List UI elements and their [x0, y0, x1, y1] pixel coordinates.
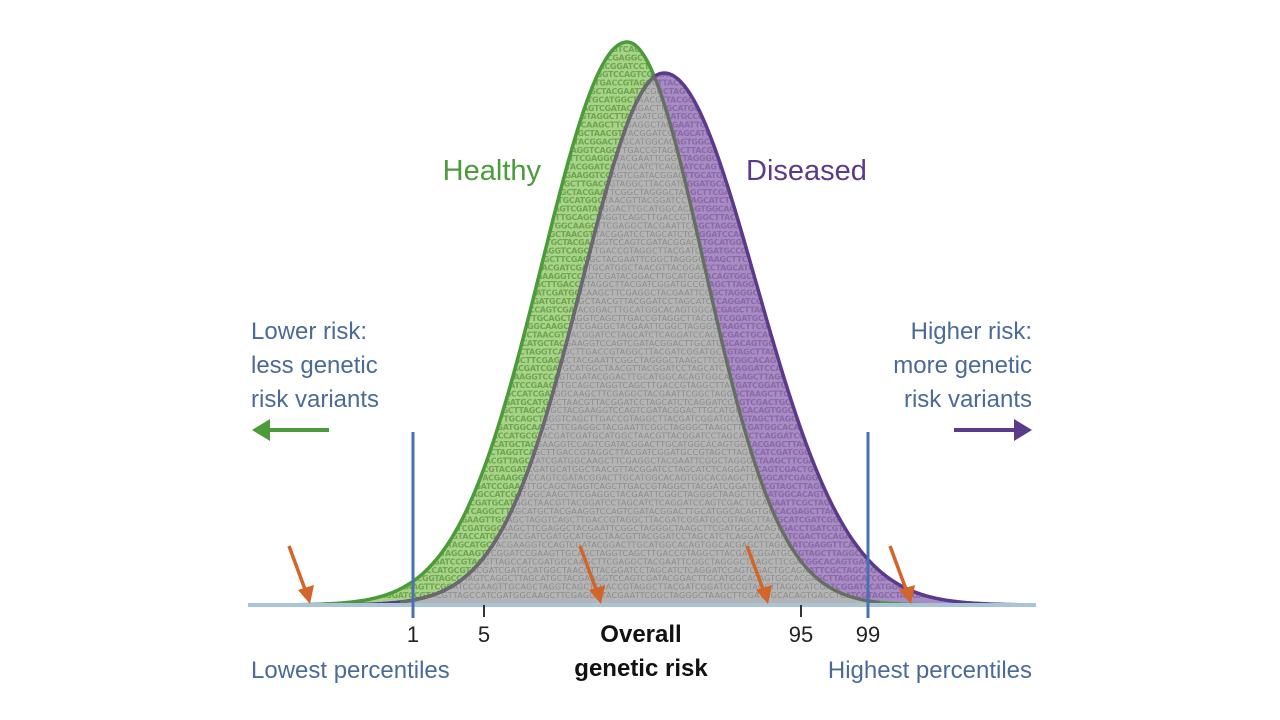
- dna-row: GATGGCACAGTGACCTGATCGTAGCCTAGGATCCGTACGT…: [241, 490, 1031, 499]
- dna-row: ACTGCAGAATTCGCTAGCGGCCGCTTAAGGTACCATGCGT…: [244, 62, 1035, 71]
- dna-row: AGGCATCGATCGGATCCATGGCTAGCAAGTTCGGATCCGA…: [247, 515, 1037, 524]
- overlap-outline: [399, 74, 881, 604]
- dna-row: TAAGCTTCGATGGCACAGTGACCTGATCGTAGCCTAGGAT…: [237, 457, 1028, 466]
- dna-row: GATGGCACAGTGACCTGATCGTAGCCTAGGATCCGTACGT…: [241, 322, 1031, 331]
- dna-row: CTTCGATGGCACAGTGACCTGATCGTAGCCTAGGATCCGT…: [247, 557, 1037, 566]
- tick-label-95: 95: [789, 622, 813, 647]
- healthy-label: Healthy: [443, 155, 542, 187]
- arrow-left-icon: [252, 419, 329, 441]
- dna-row: CTTCGATGGCACAGTGACCTGATCGTAGCCTAGGATCCGT…: [247, 53, 1037, 62]
- lowest-percentiles-label: Lowest percentiles: [251, 657, 450, 684]
- lower-risk-line-3: risk variants: [251, 386, 379, 413]
- dna-row: AGTGACCTGATCGTAGCCTAGGATCCGTACGTTAGCCATC…: [244, 356, 1035, 365]
- variant-arrow-2: [578, 545, 605, 604]
- overlap-region: [248, 76, 1036, 605]
- higher-risk-line-3: risk variants: [904, 386, 1032, 413]
- higher-risk-line-1: Higher risk:: [911, 318, 1032, 345]
- dna-row: ACTGCAGAATTCGCTAGCGGCCGCTTAAGGTACCATGCGT…: [244, 230, 1035, 239]
- dna-row: GCTTAGGCATCGATCGGATCCATGGCTAGCAAGTTCGGAT…: [238, 415, 1028, 424]
- dna-row: GCATCGAGGTTCAACCGGTAGCCAAGTCAGGCTTAGCATG…: [247, 305, 1037, 314]
- dna-row: CGTAGCTTAGGCATCGATCGGATCCATGGCTAGCAAGTTC…: [244, 146, 1035, 155]
- dna-row: GCACAGTGACCTGATCGTAGCCTAGGATCCGTACGTTAGC…: [250, 255, 1040, 264]
- dna-row: AGGATCCAGTCGACTGCAGAATTCGCTAGCGGCCGCTTAA…: [247, 431, 1037, 440]
- dna-row: GCACGAGCTTAGGCATCGAGGTTCAACCGGTAGCCAAGTC…: [250, 339, 1040, 348]
- dna-row: ATCGATCGGATCCATGGCTAGCAAGTTCGGATCCGAAGTT…: [241, 448, 1031, 457]
- dna-row: AGGATCCAGTCGACTGCAGAATTCGCTAGCGGCCGCTTAA…: [247, 95, 1037, 104]
- dna-row: CAGAATTCGCTAGCGGCCGCTTAAGGTACCATGCGTACGA…: [238, 331, 1029, 340]
- dna-row: CGTAGCTTAGGCATCGATCGGATCCATGGCTAGCAAGTTC…: [244, 482, 1035, 491]
- dna-row: AGTGACCTGATCGTAGCCTAGGATCCGTACGTTAGCCATC…: [244, 524, 1035, 533]
- axis-title-line-1: Overall: [600, 621, 681, 648]
- dna-row: TCCAGTCGACTGCAGAATTCGCTAGCGGCCGCTTAAGGTA…: [240, 196, 1031, 205]
- arrow-right-icon: [954, 419, 1032, 441]
- dna-row: CTTCGATGGCACAGTGACCTGATCGTAGCCTAGGATCCGT…: [247, 221, 1037, 230]
- dna-row: TTAGGCATCGAGGTTCAACCGGTAGCCAAGTCAGGCTTAG…: [237, 541, 1028, 550]
- diseased-label: Diseased: [746, 155, 867, 187]
- dna-row: CTTCGATGGCACAGTGACCTGATCGTAGCCTAGGATCCGT…: [247, 389, 1037, 398]
- dna-row: ACTGCAGAATTCGCTAGCGGCCGCTTAAGGTACCATGCGT…: [244, 398, 1035, 407]
- dna-row: ATGCCGTAGCTTAGGCATCGATCGGATCCATGGCTAGCAA…: [250, 213, 1040, 222]
- dna-row: GTCGACTGCAGAATTCGCTAGCGGCCGCTTAAGGTACCAT…: [250, 129, 1041, 138]
- higher-risk-line-2: more genetic: [893, 352, 1032, 379]
- variant-arrow-1: [287, 545, 314, 604]
- axis-title-line-2: genetic risk: [574, 655, 708, 682]
- dna-row: AGTGACCTGATCGTAGCCTAGGATCCGTACGTTAGCCATC…: [244, 188, 1035, 197]
- dna-row: AGGCATCGATCGGATCCATGGCTAGCAAGTTCGGATCCGA…: [247, 179, 1037, 188]
- dna-row: GAGCTTAGGCATCGAGGTTCAACCGGTAGCCAAGTCAGGC…: [244, 104, 1034, 113]
- dna-row: AGTGGCACGAGCTTAGGCATCGAGGTTCAACCGGTAGCCA…: [241, 238, 1031, 247]
- dna-row: GAGCTTAGGCATCGAGGTTCAACCGGTAGCCAAGTCAGGC…: [244, 272, 1034, 281]
- dna-row: TTAGGCATCGAGGTTCAACCGGTAGCCAAGTCAGGCTTAG…: [237, 205, 1028, 214]
- dna-row: GCTTAGGCATCGATCGGATCCATGGCTAGCAAGTTCGGAT…: [238, 247, 1028, 256]
- dna-row: GCATCGAGGTTCAACCGGTAGCCAAGTCAGGCTTAGCATG…: [247, 473, 1037, 482]
- dna-row: GTCGACTGCAGAATTCGCTAGCGGCCGCTTAAGGTACCAT…: [250, 465, 1041, 474]
- lower-risk-line-1: Lower risk:: [251, 318, 367, 345]
- dna-row: TCCAGTCGACTGCAGAATTCGCTAGCGGCCGCTTAAGGTA…: [240, 532, 1031, 541]
- dna-row: AGTGGCACGAGCTTAGGCATCGAGGTTCAACCGGTAGCCA…: [241, 574, 1031, 583]
- tick-label-5: 5: [478, 622, 490, 647]
- dna-row: GATGGCACAGTGACCTGATCGTAGCCTAGGATCCGTACGT…: [241, 154, 1031, 163]
- dna-row: GCACAGTGACCTGATCGTAGCCTAGGATCCGTACGTTAGC…: [250, 591, 1040, 600]
- dna-row: GCACGAGCTTAGGCATCGAGGTTCAACCGGTAGCCAAGTC…: [250, 171, 1040, 180]
- dna-row: ATGCCGTAGCTTAGGCATCGATCGGATCCATGGCTAGCAA…: [250, 381, 1040, 390]
- dna-row: GAGCTTAGGCATCGAGGTTCAACCGGTAGCCAAGTCAGGC…: [244, 440, 1034, 449]
- dna-row: ACTGCAGAATTCGCTAGCGGCCGCTTAAGGTACCATGCGT…: [244, 566, 1035, 575]
- dna-row: AGGCATCGATCGGATCCATGGCTAGCAAGTTCGGATCCGA…: [247, 347, 1037, 356]
- dna-row: ATGCCGTAGCTTAGGCATCGATCGGATCCATGGCTAGCAA…: [250, 45, 1040, 54]
- dna-row: GCTTAGGCATCGATCGGATCCATGGCTAGCAAGTTCGGAT…: [238, 79, 1029, 88]
- dna-row: CGTAGCTTAGGCATCGATCGGATCCATGGCTAGCAAGTTC…: [244, 314, 1035, 323]
- dna-row: AGTGGCACGAGCTTAGGCATCGAGGTTCAACCGGTAGCCA…: [241, 70, 1031, 79]
- dna-row: GCACAGTGACCTGATCGTAGCCTAGGATCCGTACGTTAGC…: [250, 423, 1040, 432]
- dna-row: TAAGCTTCGATGGCACAGTGACCTGATCGTAGCCTAGGAT…: [237, 121, 1028, 130]
- dna-row: ATGCCGTAGCTTAGGCATCGATCGGATCCATGGCTAGCAA…: [250, 45, 1041, 54]
- dna-row: GCACGAGCTTAGGCATCGAGGTTCAACCGGTAGCCAAGTC…: [250, 507, 1040, 516]
- dna-row: ATGCCGTAGCTTAGGCATCGATCGGATCCATGGCTAGCAA…: [250, 549, 1040, 558]
- dna-row: ATCGATCGGATCCATGGCTAGCAAGTTCGGATCCGAAGTT…: [241, 112, 1031, 121]
- dna-row: GCTTAGGCATCGATCGGATCCATGGCTAGCAAGTTCGGAT…: [238, 583, 1028, 592]
- variant-arrow-3: [745, 545, 772, 604]
- dna-row: ATGCCGTAGCTTAGGCATCGATCGGATCCATGGCTAGCAA…: [250, 45, 1041, 54]
- dna-row: TCCAGTCGACTGCAGAATTCGCTAGCGGCCGCTTAAGGTA…: [240, 364, 1031, 373]
- dna-row: ATCGATCGGATCCATGGCTAGCAAGTTCGGATCCGAAGTT…: [241, 280, 1031, 289]
- dna-row: CAGAATTCGCTAGCGGCCGCTTAAGGTACCATGCGTACGA…: [238, 499, 1029, 508]
- variant-arrow-4: [888, 545, 915, 604]
- tick-label-99: 99: [856, 622, 880, 647]
- dna-row: AGTGGCACGAGCTTAGGCATCGAGGTTCAACCGGTAGCCA…: [241, 406, 1031, 415]
- lower-risk-line-2: less genetic: [251, 352, 378, 379]
- dna-row: GCATCGAGGTTCAACCGGTAGCCAAGTCAGGCTTAGCATG…: [247, 137, 1037, 146]
- highest-percentiles-label: Highest percentiles: [828, 657, 1032, 684]
- dna-row: CAGAATTCGCTAGCGGCCGCTTAAGGTACCATGCGTACGA…: [238, 163, 1029, 172]
- dna-row: TTAGGCATCGAGGTTCAACCGGTAGCCAAGTCAGGCTTAG…: [237, 373, 1028, 382]
- tick-label-1: 1: [407, 622, 419, 647]
- dna-row: GTCGACTGCAGAATTCGCTAGCGGCCGCTTAAGGTACCAT…: [250, 297, 1041, 306]
- dna-row: AGGATCCAGTCGACTGCAGAATTCGCTAGCGGCCGCTTAA…: [247, 263, 1037, 272]
- dna-row: TAAGCTTCGATGGCACAGTGACCTGATCGTAGCCTAGGAT…: [237, 289, 1028, 298]
